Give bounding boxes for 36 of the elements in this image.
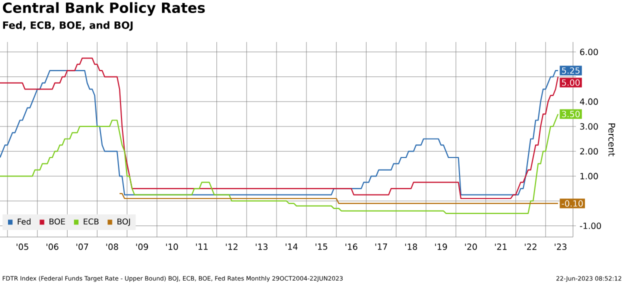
x-tick-label: '11 [196,244,208,250]
x-tick-label: '18 [405,244,418,250]
y-tick-label: -1.00 [580,222,601,230]
x-tick-label: '20 [465,244,477,250]
data-label: -0.10 [562,200,583,207]
x-tick-label: '05 [16,244,28,250]
data-label: 3.50 [562,110,580,118]
x-tick-label: '07 [76,244,88,250]
y-tick-label: 1.00 [580,172,598,180]
y-tick-label: 4.00 [580,98,598,105]
y-tick-label: 2.00 [580,148,598,155]
legend-label: BOE [50,218,65,225]
chart-title: Central Bank Policy Rates [2,2,205,16]
x-tick-label: '21 [494,244,507,250]
legend-label: ECB [84,218,99,225]
chart-subtitle: Fed, ECB, BOE, and BOJ [3,21,133,31]
x-tick-label: '16 [346,244,358,250]
data-label: 5.25 [562,67,580,74]
y-axis-title: Percent [608,123,616,156]
y-tick-label: 3.00 [580,123,598,130]
x-tick-label: '17 [375,244,388,250]
x-tick-label: '13 [256,244,268,250]
x-tick-label: '14 [286,244,298,250]
x-tick-label: '15 [316,244,328,250]
x-tick-label: '22 [524,244,536,250]
x-tick-label: '09 [136,244,148,250]
x-tick-label: '10 [166,244,178,250]
legend-label: Fed [18,218,30,225]
x-tick-label: '23 [554,244,566,250]
x-tick-label: '08 [106,244,118,250]
x-tick-label: '06 [46,244,58,250]
data-label: 5.00 [562,79,580,86]
y-tick-label: 6.00 [580,48,598,56]
x-tick-label: '12 [226,244,238,250]
legend-label: BOJ [117,218,130,226]
x-tick-label: '19 [435,244,447,250]
